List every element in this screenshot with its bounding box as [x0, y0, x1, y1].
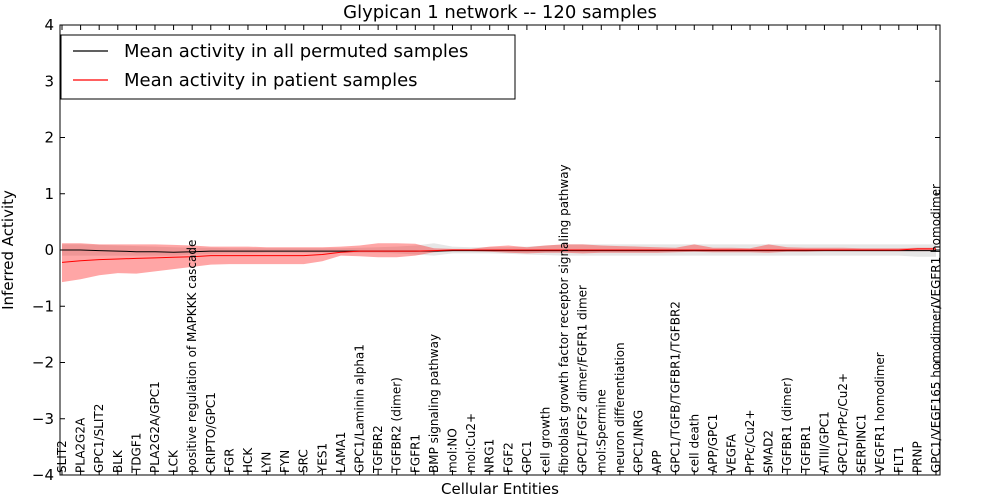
x-tick-label: BMP signaling pathway — [427, 334, 441, 473]
x-tick-label: PLA2G2A — [74, 417, 88, 473]
x-tick-label: VEGFA — [724, 433, 738, 473]
x-tick-label: TDGF1 — [129, 433, 143, 474]
x-tick-label: GPC1/NRG — [631, 410, 645, 473]
x-tick-label: HCK — [241, 447, 255, 473]
x-tick-label: NRG1 — [483, 439, 497, 473]
x-tick-label: GPC1/TGFB/TGFBR1/TGFBR2 — [669, 301, 683, 473]
legend-frame — [60, 34, 516, 100]
x-tick-label: SERPINC1 — [855, 414, 869, 473]
x-tick-label: LCK — [167, 449, 181, 473]
x-tick-label: VEGFR1 homodimer — [873, 352, 887, 473]
x-tick-label: cell death — [687, 414, 701, 473]
y-tick-label: −2 — [32, 354, 54, 372]
x-tick-label: CRIPTO/GPC1 — [204, 392, 218, 473]
x-tick-label: BLK — [111, 449, 125, 473]
x-tick-label: FGFR1 — [408, 434, 422, 473]
x-tick-label: LAMA1 — [334, 432, 348, 473]
x-tick-label: FGR — [222, 448, 236, 473]
y-tick-label: 1 — [44, 185, 54, 203]
x-axis-ticks: SLIT2 PLA2G2A GPC1/SLIT2 BLK TDGF1 PLA2G2A/GP… — [55, 25, 943, 475]
legend-label-patient: Mean activity in patient samples — [124, 70, 418, 91]
x-tick-label: SMAD2 — [762, 430, 776, 473]
x-tick-label: PLA2G2A/GPC1 — [148, 381, 162, 473]
legend-label-permuted: Mean activity in all permuted samples — [124, 41, 468, 62]
x-tick-label: cell growth — [538, 407, 552, 473]
x-tick-label: ATIII/GPC1 — [817, 411, 831, 473]
x-tick-label: fibroblast growth factor receptor signal… — [557, 164, 571, 473]
x-tick-label: FLT1 — [892, 446, 906, 473]
series-line-permuted — [62, 249, 936, 253]
x-tick-label: mol:NO — [446, 428, 460, 473]
x-tick-label: GPC1/VEGF165 homodimer/VEGFR1 homodimer — [929, 184, 943, 473]
y-axis-ticks: −4 −3 −2 −1 0 1 2 3 4 — [32, 16, 940, 484]
x-tick-label: FYN — [278, 450, 292, 473]
x-tick-label: PrPc/Cu2+ — [743, 409, 757, 473]
x-tick-label: TGFBR2 (dimer) — [390, 377, 404, 474]
y-tick-label: 2 — [44, 129, 54, 147]
x-tick-label: positive regulation of MAPKKK cascade — [185, 240, 199, 473]
x-tick-label: APP/GPC1 — [706, 414, 720, 473]
x-tick-label: SLIT2 — [55, 440, 69, 473]
x-tick-label: GPC1/SLIT2 — [92, 404, 106, 473]
x-axis-label: Cellular Entities — [441, 480, 559, 498]
y-tick-label: 0 — [44, 241, 54, 259]
x-tick-label: SRC — [297, 449, 311, 473]
series-line-patient — [61, 248, 936, 263]
x-tick-label: FGF2 — [501, 442, 515, 473]
x-tick-label: YES1 — [315, 443, 329, 474]
x-tick-label: TGFBR2 — [371, 425, 385, 474]
band-patient — [62, 243, 936, 283]
x-tick-label: GPC1/Laminin alpha1 — [353, 344, 367, 473]
y-tick-label: −1 — [32, 297, 54, 315]
x-tick-label: TGFBR1 (dimer) — [780, 377, 794, 474]
legend: Mean activity in all permuted samples Me… — [60, 34, 516, 100]
y-tick-label: −4 — [32, 466, 54, 484]
x-tick-label: mol:Cu2+ — [464, 413, 478, 473]
x-tick-label: GPC1 — [520, 440, 534, 473]
y-axis-label: Inferred Activity — [0, 190, 17, 310]
y-tick-label: 3 — [44, 72, 54, 90]
x-tick-label: mol:Spermine — [594, 389, 608, 473]
x-tick-label: GPC1/FGF2 dimer/FGFR1 dimer — [576, 285, 590, 473]
x-tick-label: LYN — [260, 452, 274, 473]
y-tick-label: −3 — [32, 410, 54, 428]
chart-title: Glypican 1 network -- 120 samples — [343, 2, 657, 23]
x-tick-label: GPC1/PrPc/Cu2+ — [836, 373, 850, 473]
series-lines — [61, 248, 936, 263]
x-tick-label: PRNP — [910, 441, 924, 473]
x-tick-label: neuron differentiation — [613, 342, 627, 473]
y-tick-label: 4 — [44, 16, 54, 34]
x-tick-label: TGFBR1 — [799, 425, 813, 474]
x-tick-label: APP — [650, 450, 664, 473]
